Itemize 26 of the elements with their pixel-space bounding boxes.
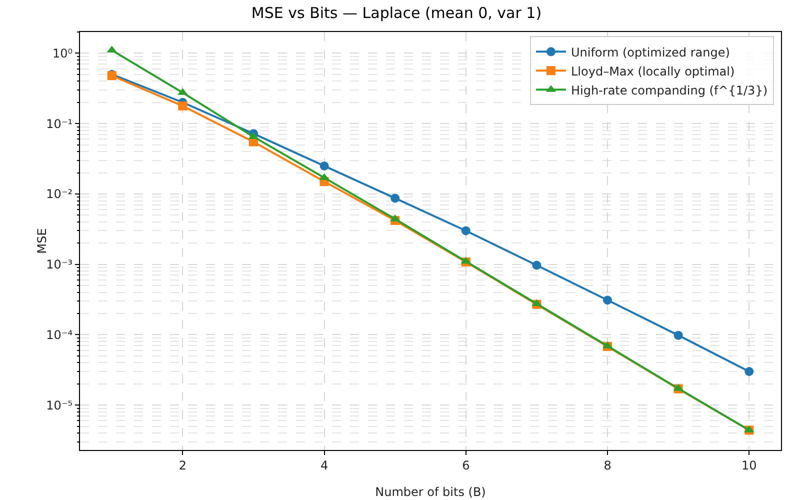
y-tick-label: 10⁻² <box>46 187 73 202</box>
legend-label: High-rate companding (f^{1/3}) <box>570 83 768 98</box>
point <box>532 260 542 270</box>
x-tick-label: 4 <box>320 458 328 472</box>
legend-label: Uniform (optimized range) <box>570 45 730 60</box>
y-tick-label: 10⁻⁴ <box>46 328 73 342</box>
y-tick-label: 10⁻⁵ <box>46 398 73 412</box>
point <box>674 330 683 340</box>
point <box>603 296 612 305</box>
x-tick-label: 2 <box>178 458 186 472</box>
x-axis-title: Number of bits (B) <box>375 485 486 499</box>
point <box>532 299 542 306</box>
point <box>320 161 329 170</box>
point <box>744 367 754 376</box>
y-tick-label: 10⁰ <box>52 46 73 60</box>
x-tick-label: 8 <box>604 458 612 472</box>
y-tick-label: 10⁻³ <box>46 258 73 272</box>
x-tick-label: 6 <box>462 458 470 472</box>
point <box>178 101 188 110</box>
y-axis-title: MSE <box>35 228 49 254</box>
y-tick-label: 10⁻¹ <box>46 116 73 131</box>
point <box>461 226 470 236</box>
chart-title: MSE vs Bits — Laplace (mean 0, var 1) <box>251 4 542 22</box>
x-tick-label: 10 <box>742 458 757 472</box>
point <box>390 194 400 203</box>
legend-label: Lloyd–Max (locally optimal) <box>570 64 735 78</box>
